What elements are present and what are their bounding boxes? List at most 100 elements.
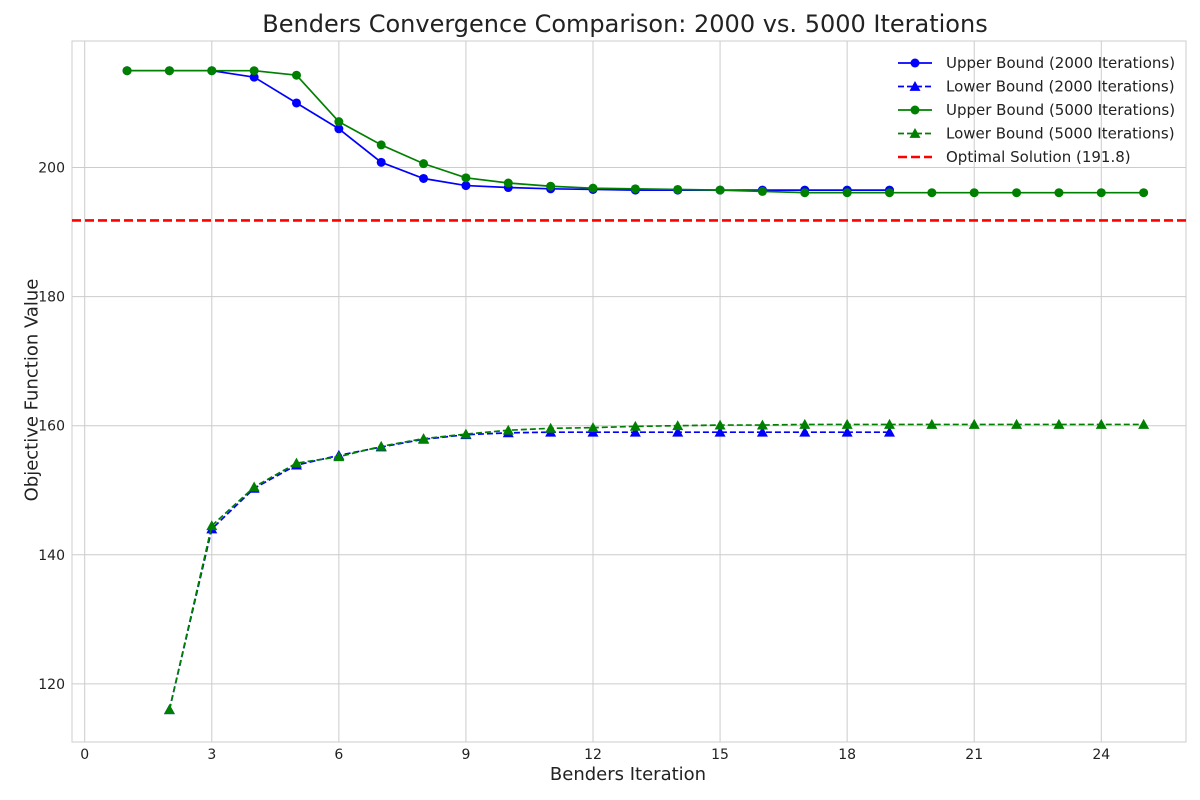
data-point — [756, 419, 768, 430]
data-point — [673, 184, 683, 194]
data-point — [884, 188, 894, 198]
data-point — [1054, 188, 1064, 198]
y-tick-label: 140 — [38, 548, 65, 564]
data-point — [163, 704, 175, 715]
data-point — [757, 186, 767, 196]
data-point — [502, 424, 514, 435]
data-point — [291, 70, 301, 80]
legend-label: Optimal Solution (191.8) — [946, 148, 1131, 166]
series-line — [168, 431, 890, 710]
y-axis-label: Objective Function Value — [21, 278, 43, 502]
data-point — [290, 457, 302, 468]
x-tick-label: 6 — [334, 747, 343, 763]
data-point — [249, 72, 259, 82]
data-point — [1096, 188, 1106, 198]
data-point — [334, 124, 344, 134]
data-point — [969, 188, 979, 198]
data-point — [546, 181, 556, 191]
data-point — [1053, 418, 1065, 429]
data-point — [672, 426, 684, 437]
x-tick-label: 9 — [461, 747, 470, 763]
plot-frame — [71, 40, 1187, 743]
chart-title: Benders Convergence Comparison: 2000 vs.… — [262, 10, 988, 38]
data-point — [714, 419, 726, 430]
data-point — [461, 181, 471, 191]
y-tick-label: 200 — [38, 161, 65, 177]
tick-labels: 0 3 6 9 12 15 18 21 24 120 140 160 180 200 — [38, 161, 1110, 763]
series-3 — [122, 66, 1149, 198]
y-tick-label: 160 — [38, 419, 65, 435]
legend-label: Upper Bound (5000 Iterations) — [946, 101, 1175, 119]
data-point — [756, 426, 768, 437]
data-point — [927, 188, 937, 198]
data-point — [164, 66, 174, 76]
legend-entry: Upper Bound (5000 Iterations) — [898, 101, 1175, 119]
legend-label: Lower Bound (2000 Iterations) — [946, 78, 1175, 96]
legend-label: Lower Bound (5000 Iterations) — [946, 125, 1175, 143]
data-point — [630, 184, 640, 194]
data-point — [376, 157, 386, 167]
data-point — [799, 426, 811, 437]
data-point — [461, 173, 471, 183]
x-tick-label: 0 — [80, 747, 89, 763]
data-point — [910, 105, 920, 115]
data-point — [376, 140, 386, 150]
data-point — [909, 128, 921, 138]
series-line — [168, 423, 1144, 710]
data-point — [1011, 418, 1023, 429]
data-point — [968, 418, 980, 429]
data-point — [841, 418, 853, 429]
data-point — [1138, 418, 1150, 429]
data-point — [207, 66, 217, 76]
data-point — [248, 481, 260, 492]
data-point — [883, 426, 895, 437]
grid-lines — [71, 40, 1187, 743]
data-point — [291, 98, 301, 108]
data-point — [800, 188, 810, 198]
series-4 — [163, 418, 1150, 715]
legend-entry: Lower Bound (5000 Iterations) — [898, 125, 1175, 143]
data-point — [333, 451, 345, 462]
data-point — [545, 422, 557, 433]
data-point — [715, 185, 725, 195]
data-point — [883, 418, 895, 429]
y-tick-label: 180 — [38, 290, 65, 306]
series-group — [72, 66, 1186, 715]
data-point — [1095, 418, 1107, 429]
data-point — [334, 117, 344, 127]
data-point — [588, 183, 598, 193]
data-point — [672, 420, 684, 431]
data-point — [910, 58, 920, 68]
legend-entry: Upper Bound (2000 Iterations) — [898, 54, 1175, 72]
data-point — [629, 420, 641, 431]
data-point — [841, 426, 853, 437]
x-tick-label: 15 — [711, 747, 729, 763]
data-point — [1139, 188, 1149, 198]
data-point — [375, 440, 387, 451]
legend-entry: Lower Bound (2000 Iterations) — [898, 78, 1175, 96]
y-tick-label: 120 — [38, 677, 65, 693]
legend-entry: Optimal Solution (191.8) — [898, 148, 1131, 166]
x-tick-label: 12 — [584, 747, 602, 763]
data-point — [909, 81, 921, 91]
x-tick-label: 18 — [838, 747, 856, 763]
data-point — [1012, 188, 1022, 198]
plot-background — [72, 41, 1186, 742]
data-point — [206, 520, 218, 531]
data-point — [842, 188, 852, 198]
x-axis-label: Benders Iteration — [549, 764, 707, 785]
data-point — [503, 178, 513, 188]
x-tick-label: 21 — [965, 747, 983, 763]
data-point — [799, 418, 811, 429]
legend: Upper Bound (2000 Iterations) Lower Bound… — [898, 54, 1175, 166]
data-point — [629, 426, 641, 437]
data-point — [419, 159, 429, 169]
legend-label: Upper Bound (2000 Iterations) — [946, 54, 1175, 72]
x-tick-label: 24 — [1092, 747, 1110, 763]
data-point — [926, 418, 938, 429]
data-point — [714, 426, 726, 437]
data-point — [122, 66, 132, 76]
data-point — [419, 173, 429, 183]
